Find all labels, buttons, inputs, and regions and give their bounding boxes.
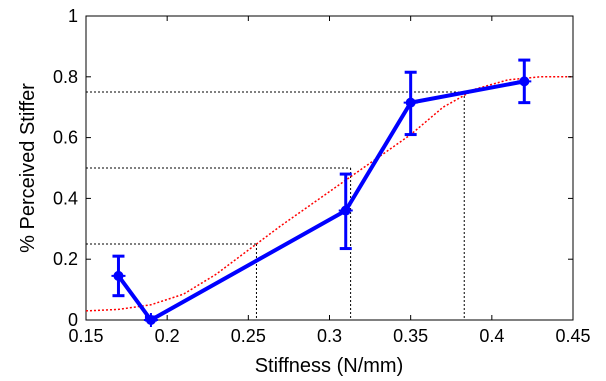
x-tick-label: 0.45 bbox=[555, 326, 590, 346]
y-tick-label: 0.8 bbox=[53, 67, 78, 87]
x-tick-label: 0.2 bbox=[155, 326, 180, 346]
data-series-layer bbox=[111, 58, 532, 327]
x-tick-label: 0.3 bbox=[317, 326, 342, 346]
x-tick-label: 0.4 bbox=[479, 326, 504, 346]
fitted-curve-layer bbox=[85, 76, 573, 312]
y-tick-label: 0.4 bbox=[53, 188, 78, 208]
y-tick-label: 0 bbox=[68, 310, 78, 330]
data-point-star bbox=[143, 313, 158, 327]
x-tick-label: 0.15 bbox=[68, 326, 103, 346]
data-point-star bbox=[111, 268, 126, 283]
y-axis-title: % Perceived Stiffer bbox=[17, 83, 39, 253]
x-tick-label: 0.25 bbox=[231, 326, 266, 346]
axis-ticks bbox=[85, 15, 574, 321]
x-tick-label: 0.35 bbox=[393, 326, 428, 346]
reference-lines bbox=[86, 91, 465, 320]
fitted-curve bbox=[85, 76, 573, 312]
y-tick-label: 0.6 bbox=[53, 128, 78, 148]
data-point-star bbox=[338, 203, 353, 218]
data-point-star bbox=[403, 95, 418, 110]
data-point-star bbox=[517, 74, 532, 89]
y-tick-label: 1 bbox=[68, 6, 78, 26]
y-tick-labels: 0 0.2 0.4 0.6 0.8 1 bbox=[53, 6, 78, 330]
x-tick-labels: 0.15 0.2 0.25 0.3 0.35 0.4 0.45 bbox=[68, 326, 590, 346]
x-axis-title: Stiffness (N/mm) bbox=[255, 355, 404, 377]
y-tick-label: 0.2 bbox=[53, 249, 78, 269]
